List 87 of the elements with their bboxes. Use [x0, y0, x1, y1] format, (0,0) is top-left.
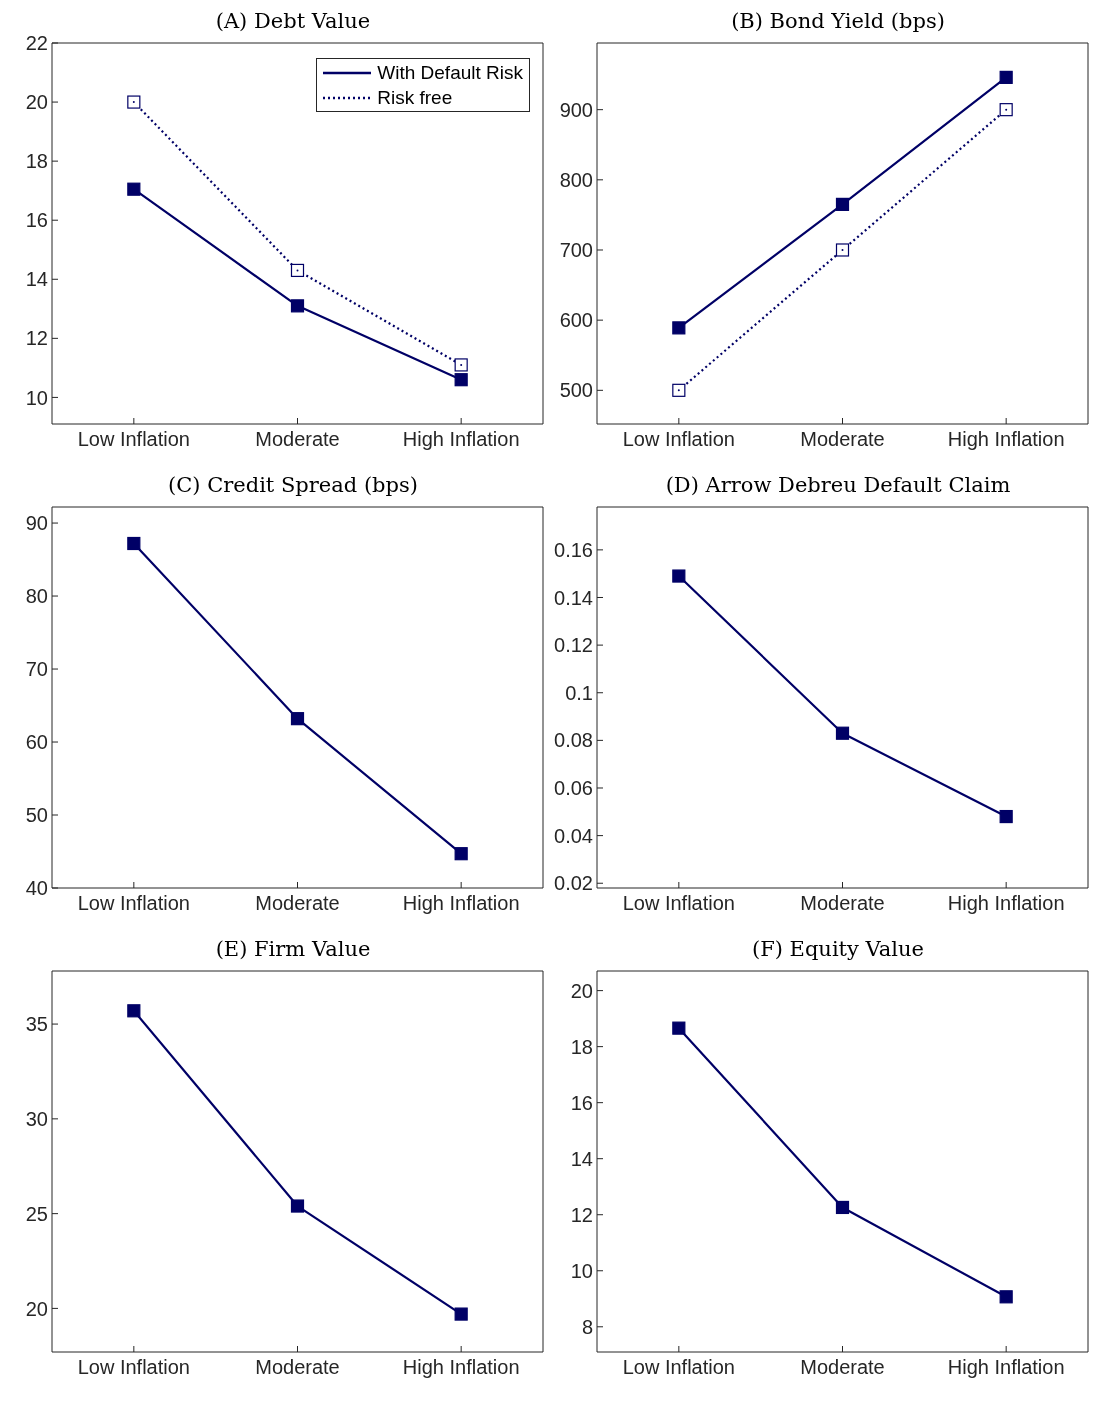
point — [835, 243, 850, 257]
x-tick-label: High Inflation — [402, 428, 520, 451]
legend-label: Risk free — [377, 86, 453, 110]
y-tick-label: 12 — [25, 327, 48, 350]
chart-title: (D) Arrow Debreu Default Claim — [664, 472, 1012, 499]
y-tick-label: 700 — [559, 239, 593, 262]
y-tick-label: 60 — [25, 731, 48, 754]
chart-title: (F) Equity Value — [750, 936, 926, 963]
chart-title: (C) Credit Spread (bps) — [167, 472, 419, 499]
y-tick-label: 600 — [559, 309, 593, 332]
point — [454, 1307, 468, 1321]
chart-title: (A) Debt Value — [215, 9, 371, 33]
y-tick-label: 10 — [570, 1259, 593, 1282]
y-tick-label: 0.08 — [554, 729, 593, 752]
point — [835, 197, 850, 211]
point — [127, 536, 141, 551]
point — [290, 1199, 305, 1213]
y-tick-label: 80 — [25, 585, 48, 608]
x-tick-label: Low Inflation — [622, 892, 735, 915]
y-tick-label: 30 — [25, 1107, 48, 1130]
point — [290, 299, 305, 313]
y-tick-label: 0.16 — [554, 538, 593, 561]
y-tick-label: 0.1 — [565, 681, 593, 704]
x-tick-label: Moderate — [800, 892, 885, 915]
y-tick-label: 40 — [25, 877, 48, 900]
y-tick-label: 800 — [559, 168, 593, 191]
point — [290, 263, 305, 278]
point — [127, 1004, 141, 1018]
point — [454, 847, 468, 861]
y-tick-label: 20 — [570, 979, 593, 1002]
x-tick-label: Moderate — [255, 892, 340, 915]
point — [999, 1290, 1013, 1304]
point — [672, 1021, 686, 1035]
x-tick-label: Low Inflation — [622, 1356, 735, 1379]
x-tick-label: Moderate — [255, 1356, 340, 1379]
y-tick-label: 12 — [570, 1203, 593, 1226]
y-tick-label: 0.14 — [554, 586, 593, 609]
y-tick-label: 70 — [25, 658, 48, 681]
x-tick-label: High Inflation — [402, 892, 520, 915]
point — [454, 373, 468, 387]
point — [127, 95, 141, 109]
legend-label: With Default Risk — [377, 61, 523, 85]
chart-title: (E) Firm Value — [214, 936, 372, 963]
y-tick-label: 16 — [25, 209, 48, 232]
x-tick-label: Low Inflation — [622, 428, 735, 451]
y-tick-label: 500 — [559, 379, 593, 402]
y-tick-label: 20 — [25, 1297, 48, 1320]
y-tick-label: 18 — [25, 150, 48, 173]
point — [290, 712, 305, 726]
point — [835, 1200, 850, 1215]
x-tick-label: Moderate — [255, 428, 340, 451]
point — [454, 358, 468, 372]
x-tick-label: High Inflation — [947, 428, 1065, 451]
x-tick-label: Low Inflation — [77, 1356, 190, 1379]
point — [999, 103, 1013, 117]
x-tick-label: Low Inflation — [77, 428, 190, 451]
x-tick-label: High Inflation — [947, 1356, 1065, 1379]
y-tick-label: 8 — [581, 1315, 593, 1338]
y-tick-label: 0.06 — [554, 777, 593, 800]
y-tick-label: 50 — [25, 804, 48, 827]
y-tick-label: 10 — [25, 386, 48, 409]
x-tick-label: High Inflation — [402, 1356, 520, 1379]
y-tick-label: 20 — [25, 91, 48, 114]
y-tick-label: 35 — [25, 1013, 48, 1036]
y-tick-label: 900 — [559, 98, 593, 121]
point — [672, 321, 686, 335]
point — [672, 383, 686, 397]
x-tick-label: High Inflation — [947, 892, 1065, 915]
point — [835, 726, 850, 740]
point — [999, 809, 1013, 824]
y-tick-label: 0.04 — [554, 824, 593, 847]
y-tick-label: 0.02 — [554, 872, 593, 895]
x-tick-label: Moderate — [800, 1356, 885, 1379]
x-tick-label: Moderate — [800, 428, 885, 451]
y-tick-label: 14 — [570, 1147, 593, 1170]
y-tick-label: 0.12 — [554, 634, 593, 657]
y-tick-label: 22 — [25, 32, 48, 55]
point — [672, 569, 686, 583]
y-tick-label: 18 — [570, 1035, 593, 1058]
y-tick-label: 25 — [25, 1202, 48, 1225]
y-tick-label: 14 — [25, 268, 48, 291]
y-tick-label: 16 — [570, 1091, 593, 1114]
point — [127, 182, 141, 196]
x-tick-label: Low Inflation — [77, 892, 190, 915]
point — [999, 70, 1013, 84]
y-tick-label: 90 — [25, 512, 48, 535]
chart-title: (B) Bond Yield (bps) — [730, 8, 946, 35]
